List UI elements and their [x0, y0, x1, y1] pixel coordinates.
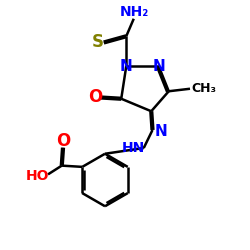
- Text: HN: HN: [122, 141, 145, 155]
- Text: S: S: [92, 34, 104, 52]
- Text: N: N: [154, 124, 167, 139]
- Text: O: O: [56, 132, 70, 150]
- Text: N: N: [152, 59, 165, 74]
- Text: O: O: [88, 88, 102, 106]
- Text: N: N: [120, 59, 132, 74]
- Text: HO: HO: [26, 169, 49, 182]
- Text: NH₂: NH₂: [120, 5, 149, 19]
- Text: CH₃: CH₃: [191, 82, 216, 95]
